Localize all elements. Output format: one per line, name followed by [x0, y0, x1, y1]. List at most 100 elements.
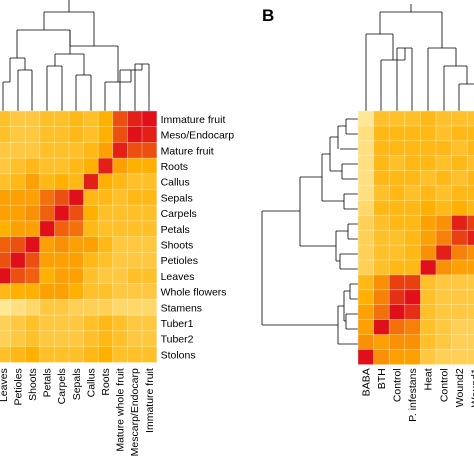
heatmap-cell [373, 289, 390, 306]
heatmap-cell [357, 215, 375, 231]
heatmap-cell [97, 157, 114, 175]
heatmap-cell [39, 173, 55, 191]
column-label: Control [392, 368, 404, 402]
heatmap-cell [420, 289, 437, 306]
heatmap-cell [10, 314, 26, 332]
heatmap-cell [373, 125, 390, 142]
heatmap-cell [466, 259, 474, 276]
heatmap-cell [451, 185, 468, 201]
heatmap-cell [0, 283, 12, 301]
heatmap-cell [24, 220, 41, 238]
heatmap-cell [10, 204, 26, 222]
heatmap-cell [54, 110, 70, 128]
heatmap-cell [420, 200, 437, 216]
heatmap-cell [112, 110, 129, 128]
column-label: Wound2 [454, 368, 466, 407]
heatmap-cell [24, 314, 41, 332]
heatmap-cell [39, 252, 55, 269]
heatmap-cell [141, 236, 158, 253]
heatmap-cell [420, 244, 437, 261]
heatmap-cell [83, 346, 99, 363]
heatmap-cell [466, 334, 474, 350]
heatmap-cell [357, 334, 375, 350]
heatmap-cell [24, 189, 41, 206]
heatmap-cell [24, 126, 41, 143]
heatmap-cell [420, 155, 437, 172]
heatmap-cell [10, 330, 26, 348]
heatmap-cell [388, 155, 406, 172]
heatmap-cell [388, 125, 406, 142]
heatmap-cell [420, 319, 437, 336]
heatmap-cell [83, 283, 99, 301]
heatmap-cell [357, 304, 375, 321]
heatmap-cell [404, 349, 421, 365]
heatmap-cell [388, 110, 406, 127]
heatmap-cell [97, 173, 114, 191]
heatmap-cell [127, 126, 143, 143]
heatmap-cell [127, 267, 143, 285]
heatmap-cell [141, 267, 158, 285]
heatmap-cell [39, 157, 55, 175]
heatmap-cell [54, 299, 70, 316]
heatmap-cell [97, 314, 114, 332]
heatmap-cell [141, 204, 158, 222]
heatmap-cell [0, 267, 12, 285]
heatmap-cell [68, 267, 85, 285]
heatmap-cell [451, 155, 468, 172]
column-label: Mature whole fruit [115, 368, 127, 452]
heatmap-cell [388, 140, 406, 157]
heatmap-cell [451, 334, 468, 350]
heatmap-cell [404, 200, 421, 216]
heatmap-panel-b: B BABA BTH Control P. infestans Heat Control W… [261, 4, 474, 422]
heatmap-cell [420, 229, 437, 246]
heatmap-cell [420, 259, 437, 276]
heatmap-cell [39, 299, 55, 316]
heatmap-cell [68, 314, 85, 332]
heatmap-cell [112, 299, 129, 316]
heatmap-cell [54, 173, 70, 191]
heatmap-cell [451, 200, 468, 216]
panel-a-row-labels: Immature fruit Meso/Endocarp Mature fruit R… [161, 114, 235, 362]
heatmap-cell [451, 140, 468, 157]
heatmap-cell [83, 204, 99, 222]
heatmap-cell [112, 126, 129, 143]
heatmap-cell [466, 274, 474, 291]
heatmap-cell [10, 346, 26, 363]
heatmap-cell [97, 142, 114, 159]
heatmap-cell [127, 189, 143, 206]
heatmap-cell [24, 173, 41, 191]
heatmap-cell [127, 110, 143, 128]
heatmap-cell [68, 330, 85, 348]
heatmap-cell [24, 157, 41, 175]
heatmap-cell [451, 319, 468, 336]
heatmap-cell [373, 170, 390, 187]
heatmap-cell [112, 236, 129, 253]
heatmap-cell [39, 330, 55, 348]
heatmap-cell [24, 299, 41, 316]
heatmap-cell [435, 170, 453, 187]
heatmap-cell [0, 236, 12, 253]
heatmap-cell [68, 236, 85, 253]
heatmap-cell [451, 274, 468, 291]
heatmap-cell [0, 204, 12, 222]
heatmap-cell [420, 274, 437, 291]
heatmap-cell [373, 229, 390, 246]
heatmap-cell [0, 299, 12, 316]
heatmap-cell [127, 314, 143, 332]
column-label: Carpels [56, 368, 68, 404]
heatmap-cell [420, 110, 437, 127]
heatmap-cell [68, 252, 85, 269]
heatmap-cell [83, 126, 99, 143]
heatmap-cell [404, 110, 421, 127]
row-label: Stolons [161, 349, 196, 361]
heatmap-cell [451, 110, 468, 127]
heatmap-cell [435, 304, 453, 321]
heatmap-cell [388, 244, 406, 261]
heatmap-cell [68, 173, 85, 191]
heatmap-cell [141, 252, 158, 269]
row-label: Callus [161, 177, 190, 189]
heatmap-cell [466, 319, 474, 336]
heatmap-cell [466, 125, 474, 142]
heatmap-cell [141, 142, 158, 159]
heatmap-cell [451, 259, 468, 276]
